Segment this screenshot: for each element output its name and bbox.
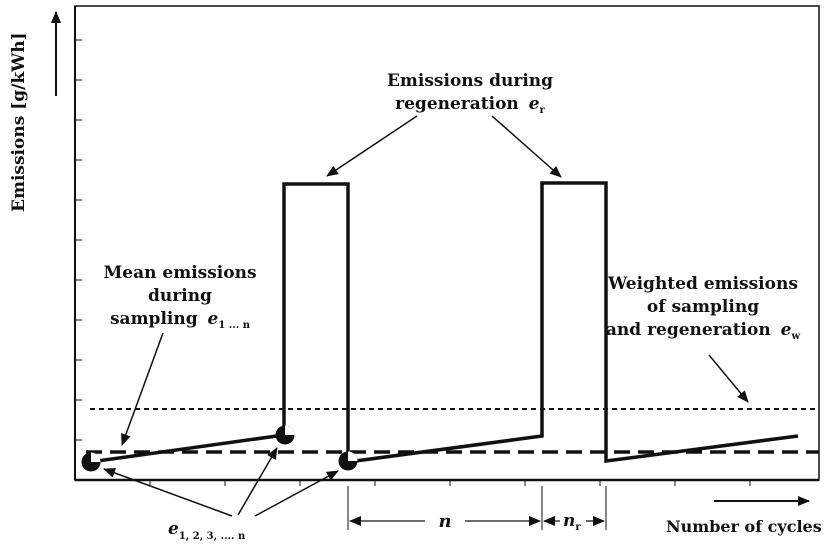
sampling-point-3 (338, 451, 358, 471)
mean-label-line1: Mean emissions (103, 263, 256, 283)
regeneration-arrow-right (491, 115, 562, 178)
weighted-label-line1: Weighted emissions (607, 274, 798, 294)
y-axis-label: Emissions [g/kWh] (9, 32, 29, 212)
emissions-profile-line (89, 181, 799, 465)
mean-label-line3: sampling e1 ... n (110, 309, 251, 331)
interval-n-label: n (438, 511, 451, 532)
sampling-point-1 (81, 452, 101, 472)
points-label: e1, 2, 3, .... n (168, 519, 246, 542)
sampling-point-2 (275, 425, 295, 445)
y-axis-ticks (75, 39, 82, 441)
regeneration-arrow-left (326, 115, 418, 177)
regeneration-label-line1: Emissions during (387, 71, 553, 91)
regeneration-label-line2: regeneration er (395, 94, 545, 116)
point-arrow-2 (237, 447, 278, 516)
interval-nr-label: nr (563, 511, 581, 533)
x-axis-ticks (149, 480, 751, 486)
x-axis-label: Number of cycles (666, 517, 822, 536)
weighted-label-line2: of sampling (647, 297, 759, 317)
point-arrow-1 (103, 468, 233, 517)
mean-label-line2: during (148, 286, 212, 306)
point-arrow-3 (254, 470, 339, 517)
interval-verticals (347, 486, 607, 530)
weighted-arrow (708, 354, 749, 403)
weighted-label-line3: and regeneration ew (606, 320, 801, 342)
mean-arrow (121, 332, 164, 446)
